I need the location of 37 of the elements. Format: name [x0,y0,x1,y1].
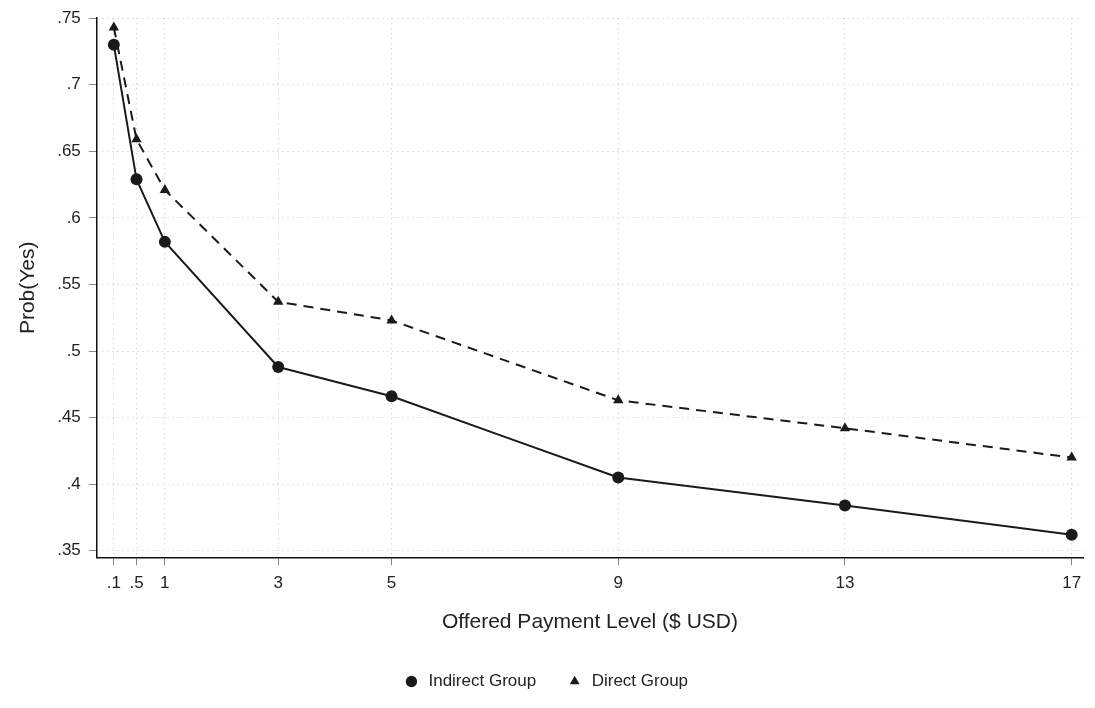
point [272,361,285,374]
point [108,21,120,31]
point [130,173,143,186]
point [1065,528,1078,541]
y-tick-label: .4 [66,473,81,493]
y-tick-label: .7 [66,74,81,94]
point [613,394,624,404]
point [385,390,398,403]
x-tick-label: 3 [273,573,283,593]
x-axis-title: Offered Payment Level ($ USD) [441,609,738,633]
point [107,38,120,51]
point [158,235,171,248]
point [386,314,397,324]
y-tick-label: .55 [57,274,81,294]
point [612,471,625,484]
y-tick-label: .65 [57,141,81,161]
point [131,133,142,143]
y-tick-label: .45 [57,407,81,427]
point [273,295,284,305]
y-axis-title: Prob(Yes) [15,241,39,335]
y-tick-label: .75 [57,7,81,27]
point [839,422,851,432]
x-tick-label: 1 [160,573,170,593]
x-tick-label: 5 [386,573,397,593]
y-tick-label: .5 [66,340,81,360]
x-tick-label: 9 [613,573,623,593]
x-tick-label: 13 [835,573,855,593]
legend-label: Direct Group [591,671,689,691]
x-tick-label: .1 [106,573,121,593]
point [1066,451,1077,461]
y-tick-label: .35 [57,540,81,560]
point [159,183,171,193]
x-tick-label: .5 [129,573,144,593]
x-tick-label: 17 [1062,573,1082,593]
point [838,499,851,512]
y-tick-label: .6 [66,207,81,227]
legend-label: Indirect Group [428,671,537,691]
